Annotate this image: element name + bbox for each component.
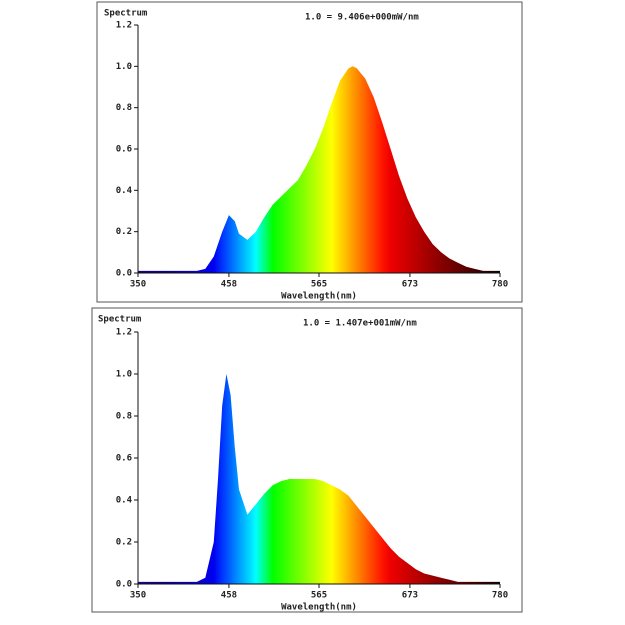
x-tick-label: 458 — [221, 280, 237, 290]
y-tick-label: 0.6 — [116, 145, 132, 155]
y-tick-label: 1.2 — [116, 328, 132, 338]
y-tick-label: 0.2 — [116, 227, 132, 237]
y-tick-label: 0.8 — [116, 103, 132, 113]
y-tick-label: 0.0 — [116, 580, 132, 590]
x-axis-label: Wavelength(nm) — [281, 603, 357, 613]
x-tick-label: 350 — [130, 591, 146, 601]
x-axis-label: Wavelength(nm) — [281, 292, 357, 302]
x-tick-label: 780 — [492, 280, 508, 290]
y-tick-label: 0.0 — [116, 269, 132, 279]
annotation: 1.0 = 9.406e+000mW/nm — [305, 13, 419, 23]
spectrum-area — [138, 374, 500, 584]
y-tick-label: 0.6 — [116, 454, 132, 464]
y-tick-label: 0.8 — [116, 412, 132, 422]
spectrum-area — [138, 66, 500, 273]
x-tick-label: 565 — [311, 280, 327, 290]
x-tick-label: 673 — [402, 591, 418, 601]
y-tick-label: 0.2 — [116, 538, 132, 548]
x-tick-label: 780 — [492, 591, 508, 601]
chart-title: Spectrum — [98, 315, 142, 325]
y-tick-label: 0.4 — [116, 496, 133, 506]
y-tick-label: 1.0 — [116, 62, 132, 72]
chart-frame — [91, 307, 523, 613]
x-tick-label: 673 — [402, 280, 418, 290]
y-tick-label: 1.0 — [116, 370, 132, 380]
chart-frame — [96, 1, 523, 303]
y-tick-label: 1.2 — [116, 21, 132, 31]
y-tick-label: 0.4 — [116, 186, 133, 196]
annotation: 1.0 = 1.407e+001mW/nm — [303, 319, 417, 329]
x-tick-label: 565 — [311, 591, 327, 601]
chart-title: Spectrum — [104, 9, 148, 19]
x-tick-label: 458 — [221, 591, 237, 601]
x-tick-label: 350 — [130, 280, 146, 290]
